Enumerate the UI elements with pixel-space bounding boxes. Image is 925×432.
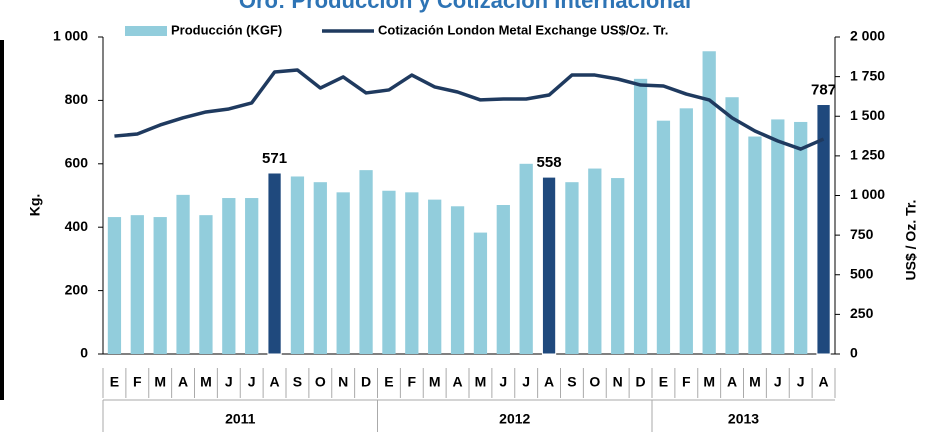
legend-swatch bbox=[125, 26, 167, 36]
bar bbox=[267, 172, 282, 355]
bar bbox=[588, 168, 602, 354]
y2-axis-label: US$ / Oz. Tr. bbox=[903, 200, 919, 281]
x-tick-label: M bbox=[475, 374, 487, 390]
x-tick-label: J bbox=[248, 374, 256, 390]
x-tick-label: A bbox=[544, 374, 554, 390]
bar bbox=[771, 119, 785, 354]
x-tick-label: F bbox=[133, 374, 142, 390]
value-label: 787 bbox=[811, 81, 836, 98]
x-tick-label: D bbox=[636, 374, 646, 390]
bar bbox=[405, 192, 419, 354]
bar bbox=[679, 108, 693, 354]
line bbox=[114, 68, 825, 151]
y2-tick-label: 2 000 bbox=[850, 28, 885, 44]
edge-bar bbox=[0, 40, 4, 400]
x-tick-label: M bbox=[703, 374, 715, 390]
x-tick-label: M bbox=[429, 374, 441, 390]
x-tick-label: J bbox=[522, 374, 530, 390]
bar bbox=[541, 176, 557, 355]
y-tick-label: 200 bbox=[65, 281, 89, 297]
bar bbox=[496, 205, 510, 354]
x-tick-label: A bbox=[178, 374, 188, 390]
x-tick-label: F bbox=[682, 374, 691, 390]
value-label: 571 bbox=[262, 150, 287, 167]
x-tick-label: J bbox=[499, 374, 507, 390]
value-label: 558 bbox=[537, 154, 562, 171]
x-tick-label: A bbox=[727, 374, 737, 390]
x-tick-label: A bbox=[453, 374, 463, 390]
bar bbox=[702, 51, 716, 354]
x-tick-label: N bbox=[338, 374, 348, 390]
bar bbox=[473, 232, 488, 354]
legend-label: Cotización London Metal Exchange US$/Oz.… bbox=[378, 22, 668, 37]
bar bbox=[222, 198, 236, 354]
y2-tick-label: 1 000 bbox=[850, 186, 885, 202]
x-tick-label: N bbox=[613, 374, 623, 390]
x-tick-label: J bbox=[225, 374, 233, 390]
x-tick-label: J bbox=[774, 374, 782, 390]
y2-tick-label: 0 bbox=[850, 345, 858, 361]
legend-label: Producción (KGF) bbox=[171, 22, 282, 37]
x-tick-label: E bbox=[384, 374, 393, 390]
x-tick-label: E bbox=[110, 374, 119, 390]
y2-tick-label: 1 750 bbox=[850, 67, 885, 83]
x-tick-label: A bbox=[819, 374, 829, 390]
bar bbox=[519, 163, 533, 354]
x-tick-label: D bbox=[361, 374, 371, 390]
bar bbox=[336, 192, 350, 354]
y2-tick-label: 250 bbox=[850, 305, 874, 321]
bar bbox=[290, 176, 305, 354]
bar bbox=[816, 104, 831, 355]
y2-tick-label: 1 500 bbox=[850, 107, 885, 123]
bar bbox=[794, 121, 808, 355]
y-tick-label: 0 bbox=[80, 345, 88, 361]
bar bbox=[428, 199, 442, 354]
bar bbox=[450, 206, 465, 354]
bar bbox=[382, 190, 396, 354]
bar bbox=[176, 194, 190, 354]
bar bbox=[199, 215, 213, 354]
bar bbox=[313, 182, 327, 354]
bar bbox=[130, 215, 144, 354]
y2-tick-label: 1 250 bbox=[850, 147, 885, 163]
bar bbox=[611, 178, 625, 354]
x-tick-label: F bbox=[408, 374, 417, 390]
group-label: 2012 bbox=[499, 411, 530, 427]
x-tick-label: J bbox=[797, 374, 805, 390]
y2-tick-label: 750 bbox=[850, 226, 874, 242]
y-tick-label: 1 000 bbox=[53, 28, 88, 44]
bar bbox=[633, 78, 648, 355]
y-tick-label: 600 bbox=[65, 155, 89, 171]
bar bbox=[153, 217, 167, 354]
x-tick-label: A bbox=[270, 374, 280, 390]
bar bbox=[748, 136, 762, 354]
x-tick-label: O bbox=[589, 374, 600, 390]
group-label: 2011 bbox=[225, 411, 256, 427]
x-tick-label: S bbox=[567, 374, 576, 390]
x-tick-label: O bbox=[315, 374, 326, 390]
y-tick-label: 800 bbox=[65, 91, 89, 107]
bar bbox=[245, 198, 259, 354]
x-tick-label: S bbox=[293, 374, 302, 390]
x-tick-label: M bbox=[749, 374, 761, 390]
x-tick-label: M bbox=[200, 374, 212, 390]
x-tick-label: M bbox=[154, 374, 166, 390]
bar bbox=[107, 217, 122, 354]
y-tick-label: 400 bbox=[65, 218, 89, 234]
x-tick-label: E bbox=[659, 374, 668, 390]
bar bbox=[725, 97, 739, 354]
y2-tick-label: 500 bbox=[850, 265, 874, 281]
chart-title: Oro: Producción y Cotización Internacion… bbox=[239, 0, 691, 13]
bar bbox=[565, 182, 579, 354]
bar bbox=[359, 170, 373, 354]
bar bbox=[656, 120, 671, 354]
group-label: 2013 bbox=[728, 411, 759, 427]
y-axis-label: Kg. bbox=[27, 194, 43, 217]
